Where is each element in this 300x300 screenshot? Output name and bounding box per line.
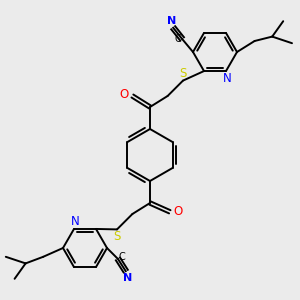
Text: O: O [120,88,129,100]
Text: N: N [167,16,176,26]
Text: N: N [223,72,231,85]
Text: N: N [123,273,132,283]
Text: C: C [175,34,182,44]
Text: S: S [113,230,121,243]
Text: O: O [173,205,182,218]
Text: C: C [118,252,125,262]
Text: N: N [70,215,80,228]
Text: S: S [179,67,187,80]
